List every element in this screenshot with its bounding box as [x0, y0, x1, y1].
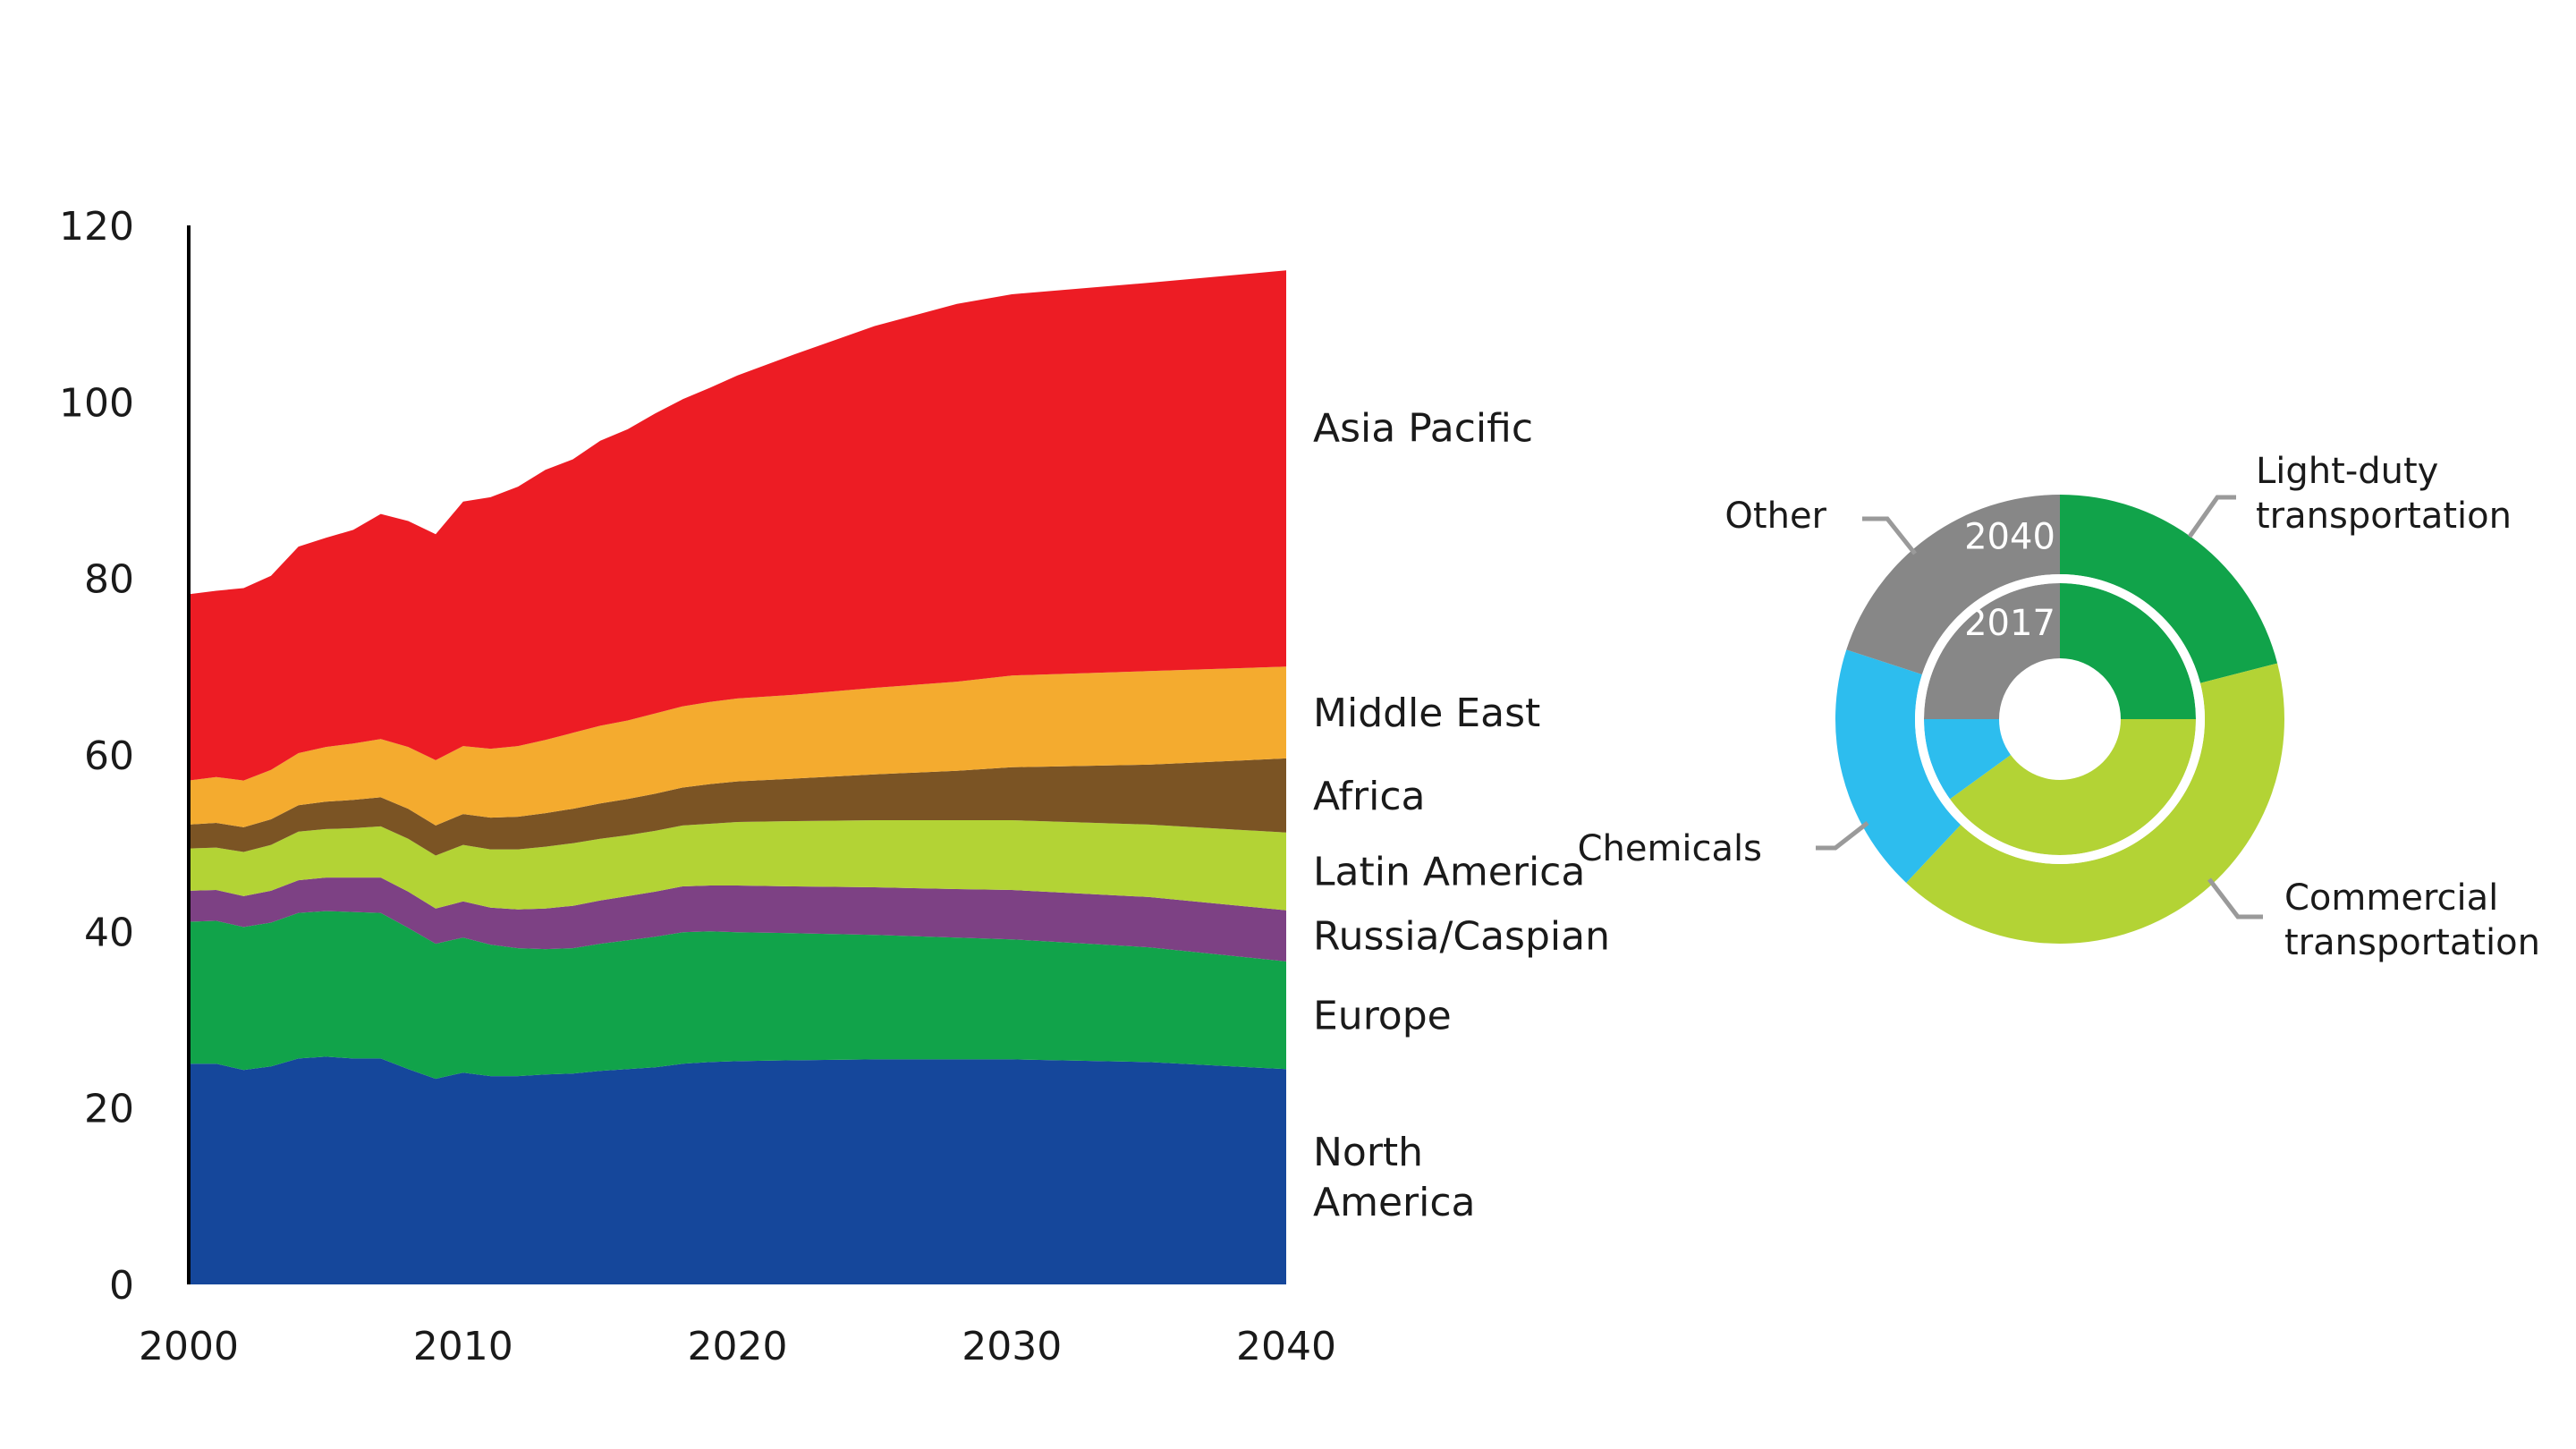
donut-ring-labels: 2040 2017 — [1964, 517, 2055, 645]
nested-donut-chart: 2040 2017 Light-duty transportation Commerc… — [1578, 451, 2540, 963]
ring-label-2040: 2040 — [1964, 517, 2055, 558]
slice-label-chemicals: Chemicals — [1578, 828, 1762, 869]
slice-2040-light-duty-transportation — [2060, 495, 2278, 683]
y-tick-label: 120 — [59, 204, 134, 250]
slice-2017-light-duty-transportation — [2060, 583, 2196, 719]
ring-separator — [1915, 574, 2205, 864]
area-middle-east — [189, 666, 1286, 827]
slice-2017-other — [1924, 583, 2060, 719]
series-label-asia-pacific: Asia Pacific — [1313, 406, 1533, 452]
y-tick-label: 40 — [84, 910, 134, 955]
area-north-america — [189, 1056, 1286, 1284]
ring-label-2017: 2017 — [1964, 603, 2055, 644]
y-tick-label: 80 — [84, 557, 134, 603]
series-label-russia-caspian: Russia/Caspian — [1313, 914, 1610, 960]
area-asia-pacific — [189, 270, 1286, 781]
x-tick-label: 2030 — [962, 1324, 1062, 1369]
slice-label-other: Other — [1724, 496, 1826, 537]
slice-2017-chemicals — [1924, 719, 2011, 800]
y-tick-label: 20 — [84, 1087, 134, 1132]
leader-line-commercial-transportation — [2207, 877, 2263, 919]
series-label-north-america: North America — [1313, 1130, 1476, 1225]
series-label-latin-america: Latin America — [1313, 850, 1585, 895]
x-tick-label: 2010 — [413, 1324, 513, 1369]
series-label-africa: Africa — [1313, 774, 1426, 819]
slice-2040-other — [1846, 495, 2060, 674]
series-label-europe: Europe — [1313, 993, 1452, 1038]
area-africa — [189, 758, 1286, 856]
y-tick-label: 60 — [84, 733, 134, 779]
area-latin-america — [189, 820, 1286, 911]
leader-line-chemicals — [1816, 821, 1869, 851]
area-europe — [189, 911, 1286, 1080]
series-label-middle-east: Middle East — [1313, 691, 1540, 736]
slice-2017-commercial-transportation — [1950, 719, 2196, 856]
donut-leader-lines — [1816, 495, 2263, 919]
area-russia-caspian — [189, 877, 1286, 962]
x-tick-label: 2000 — [139, 1324, 239, 1369]
x-tick-label: 2020 — [688, 1324, 788, 1369]
leader-line-other — [1862, 516, 1917, 555]
slice-label-commercial-transportation: Commercial transportation — [2284, 877, 2540, 963]
series-labels: North America Europe Russia/Caspian Latin Am… — [1313, 406, 1610, 1225]
slice-2040-commercial-transportation — [1906, 663, 2284, 944]
donut-slice-labels: Light-duty transportation Commercial transp… — [1578, 451, 2540, 963]
y-tick-label: 100 — [59, 380, 134, 426]
leader-line-light-duty-transportation — [2187, 495, 2236, 538]
slice-label-light-duty-transportation: Light-duty transportation — [2256, 451, 2512, 537]
area-layers — [189, 270, 1286, 1284]
donut-rings — [1835, 495, 2284, 944]
x-tick-label: 2040 — [1236, 1324, 1336, 1369]
y-tick-label: 0 — [109, 1263, 134, 1309]
